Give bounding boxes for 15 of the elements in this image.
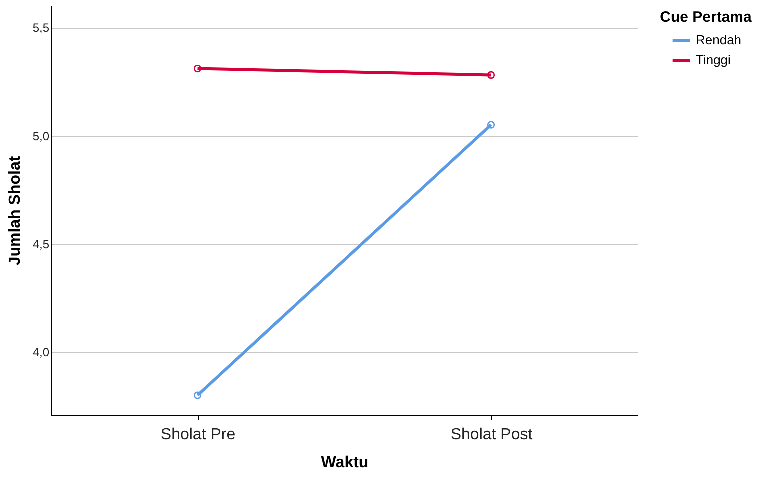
x-tick-label: Sholat Pre: [160, 426, 236, 444]
point: [487, 71, 496, 80]
legend-title: Cue Pertama: [660, 9, 753, 26]
point: [194, 64, 202, 73]
y-tick-label: 4,5: [32, 238, 50, 252]
x-axis-title: Waktu: [321, 454, 369, 472]
legend-label: Rendah: [696, 32, 742, 48]
point: [487, 121, 496, 129]
y-tick-label: 4,0: [32, 346, 50, 360]
point: [194, 392, 202, 400]
y-axis-title: Jumlah Sholat: [6, 156, 24, 266]
y-tick-label: 5,5: [32, 21, 50, 36]
x-tick-label: Sholat Post: [450, 426, 534, 444]
legend-label: Tinggi: [696, 52, 732, 68]
y-tick-label: 5,0: [32, 129, 50, 144]
